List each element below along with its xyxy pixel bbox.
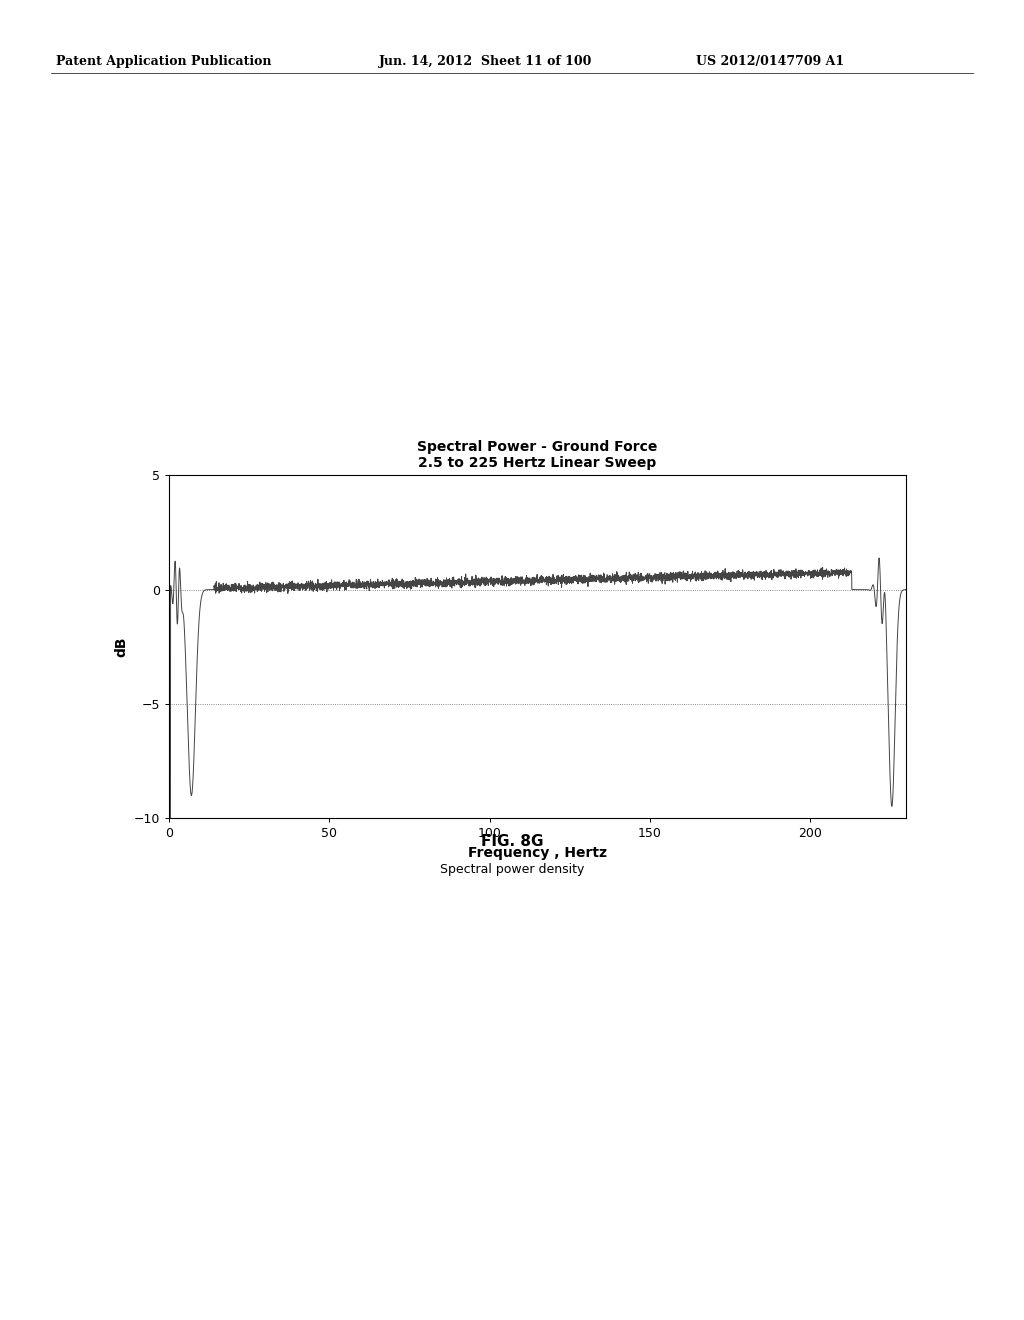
X-axis label: Frequency , Hertz: Frequency , Hertz: [468, 846, 607, 861]
Text: Spectral power density: Spectral power density: [440, 863, 584, 876]
Text: US 2012/0147709 A1: US 2012/0147709 A1: [696, 55, 845, 69]
Y-axis label: dB: dB: [114, 636, 128, 657]
Text: FIG. 8G: FIG. 8G: [480, 834, 544, 849]
Text: Patent Application Publication: Patent Application Publication: [56, 55, 271, 69]
Text: Jun. 14, 2012  Sheet 11 of 100: Jun. 14, 2012 Sheet 11 of 100: [379, 55, 592, 69]
Title: Spectral Power - Ground Force
2.5 to 225 Hertz Linear Sweep: Spectral Power - Ground Force 2.5 to 225…: [418, 440, 657, 470]
